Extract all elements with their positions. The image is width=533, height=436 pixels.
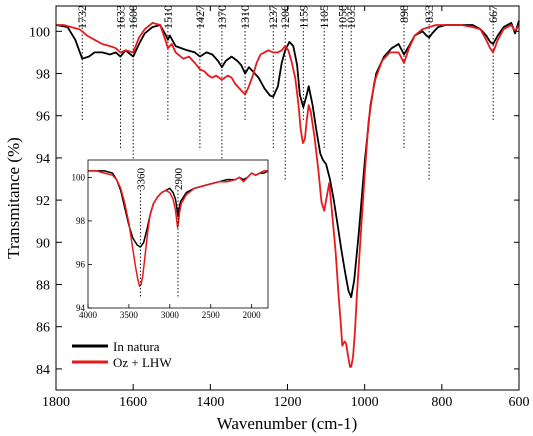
inset-y-tick-label: 96 <box>76 259 86 269</box>
inset-panel: 4000 3500 3000 2500 2000 94 96 98 100 3360 2900 <box>72 159 269 321</box>
x-tick-label: 800 <box>431 395 452 410</box>
annotation-label-898: 898 <box>397 5 411 23</box>
inset-series-line-oz-lhw <box>88 170 268 287</box>
main-series-layer <box>55 20 520 368</box>
annotation-label-1510: 1510 <box>161 5 175 29</box>
y-tick-label: 92 <box>36 194 50 209</box>
main-grid-layer <box>81 10 494 180</box>
x-tick-label: 1200 <box>274 395 302 410</box>
inset-y-tick-label: 94 <box>76 303 86 313</box>
inset-x-tick-label: 2500 <box>202 310 221 320</box>
series-line-in-natura <box>55 20 520 299</box>
y-tick-label: 100 <box>29 25 50 40</box>
main-axes-layer: 1800 1600 1400 1200 1000 800 600 84 86 88 90 92 94 96… <box>29 5 530 410</box>
inset-x-tick-label: 2000 <box>243 310 262 320</box>
annotation-label-667: 667 <box>486 5 500 23</box>
inset-x-tick-label: 3000 <box>161 310 180 320</box>
y-tick-label: 88 <box>36 279 50 294</box>
inset-axes-layer: 4000 3500 3000 2500 2000 94 96 98 100 3360 2900 <box>72 168 262 321</box>
x-tick-label: 1400 <box>196 395 224 410</box>
y-tick-label: 94 <box>36 152 50 167</box>
inset-annotation-label-3360: 3360 <box>135 168 147 191</box>
annotation-label-1427: 1427 <box>193 5 207 29</box>
legend: In natura Oz + LHW <box>72 339 172 370</box>
inset-series-layer <box>88 170 269 287</box>
annotation-label-1105: 1105 <box>317 5 331 29</box>
x-tick-label: 1600 <box>119 395 147 410</box>
y-tick-label: 98 <box>36 68 50 83</box>
annotation-label-1058: 1058 <box>335 5 349 29</box>
legend-label-oz-lhw: Oz + LHW <box>113 355 172 370</box>
inset-x-tick-label: 3500 <box>120 310 139 320</box>
annotation-label-1035: 1035 <box>344 5 358 29</box>
y-tick-label: 96 <box>36 110 50 125</box>
x-tick-label: 1800 <box>42 395 70 410</box>
annotation-label-1159: 1159 <box>296 5 310 29</box>
x-tick-label: 600 <box>509 395 530 410</box>
inset-x-tick-label: 4000 <box>79 310 98 320</box>
inset-y-tick-label: 98 <box>76 216 86 226</box>
legend-label-in-natura: In natura <box>113 339 160 354</box>
annotation-label-1310: 1310 <box>238 5 252 29</box>
y-tick-label: 86 <box>36 321 50 336</box>
x-tick-label: 1000 <box>351 395 379 410</box>
annotation-label-833: 833 <box>422 5 436 23</box>
annotation-label-1732: 1732 <box>75 5 89 29</box>
inset-y-tick-label: 100 <box>72 172 86 182</box>
x-axis-title: Wavenumber (cm-1) <box>217 414 358 433</box>
inset-annotation-label-2900: 2900 <box>173 168 185 191</box>
annotation-label-1370: 1370 <box>215 5 229 29</box>
y-tick-label: 90 <box>36 236 50 251</box>
annotation-label-1237: 1237 <box>266 5 280 29</box>
annotation-label-1633: 1633 <box>113 5 127 29</box>
inset-plot-frame <box>87 159 269 309</box>
series-line-oz-lhw <box>56 22 520 368</box>
annotation-label-1600: 1600 <box>126 5 140 29</box>
y-axis-title: Transmitance (%) <box>4 137 23 259</box>
annotation-label-1206: 1206 <box>278 5 292 29</box>
y-tick-label: 84 <box>36 363 50 378</box>
